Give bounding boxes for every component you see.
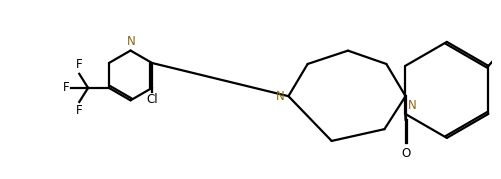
Text: N: N — [127, 35, 136, 48]
Text: N: N — [407, 99, 415, 112]
Text: O: O — [400, 147, 409, 160]
Text: F: F — [76, 58, 82, 71]
Text: F: F — [63, 81, 70, 94]
Text: Cl: Cl — [146, 93, 158, 106]
Text: F: F — [76, 104, 82, 117]
Text: N: N — [275, 90, 284, 103]
